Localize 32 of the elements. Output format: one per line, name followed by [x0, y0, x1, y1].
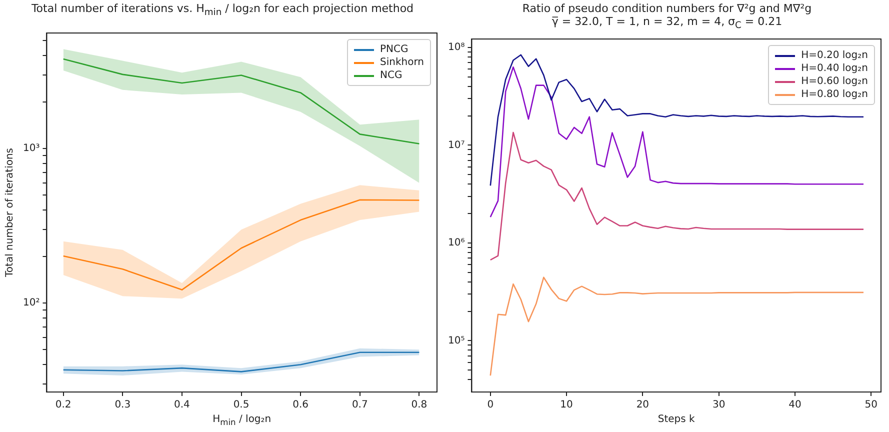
legend-label: Sinkhorn	[380, 56, 424, 69]
legend-label: PNCG	[380, 43, 408, 56]
y-tick-label: 10²	[23, 298, 40, 309]
x-tick-label: 30	[712, 400, 726, 411]
legend-label: H=0.20 log₂n	[801, 49, 868, 62]
y-tick-label: 10⁵	[448, 335, 465, 346]
x-tick-label: 50	[864, 400, 878, 411]
y-tick-label: 10⁶	[448, 238, 465, 249]
legend-label: H=0.40 log₂n	[801, 62, 868, 75]
x-axis-title: Steps k	[656, 414, 696, 425]
chart-title: Total number of iterations vs. H$_{min}$ / log₂n for each projection method	[30, 2, 415, 20]
chart-subtitle: γ̅ = 32.0, T = 1, n = 32, m = 4, σ$_{C}$ = 0.21	[550, 15, 784, 32]
x-tick-label: 0.8	[411, 400, 428, 411]
x-tick-label: 20	[636, 400, 650, 411]
chart-title: Ratio of pseudo condition numbers for ∇²g and M∇²g	[521, 2, 813, 15]
y-axis-title: Total number of iterations	[4, 148, 16, 278]
x-tick-label: 0.4	[174, 400, 190, 411]
x-tick-label: 0.3	[114, 400, 131, 411]
x-axis-title: H$_{min}$ / log₂n	[212, 414, 272, 427]
y-tick-label: 10³	[23, 143, 40, 154]
y-tick-label: 10⁷	[448, 140, 465, 151]
y-tick-label: 10⁸	[448, 42, 465, 54]
x-tick-label: 40	[788, 400, 802, 411]
legend-label: H=0.80 log₂n	[801, 88, 868, 101]
x-tick-label: 0.2	[55, 400, 72, 411]
legend-label: H=0.60 log₂n	[801, 75, 868, 88]
x-tick-label: 10	[560, 400, 573, 411]
x-tick-label: 0.7	[352, 400, 368, 411]
x-tick-label: 0.5	[233, 400, 250, 411]
x-tick-label: 0	[487, 400, 494, 411]
legend-label: NCG	[380, 69, 402, 82]
x-tick-label: 0.6	[292, 400, 309, 411]
